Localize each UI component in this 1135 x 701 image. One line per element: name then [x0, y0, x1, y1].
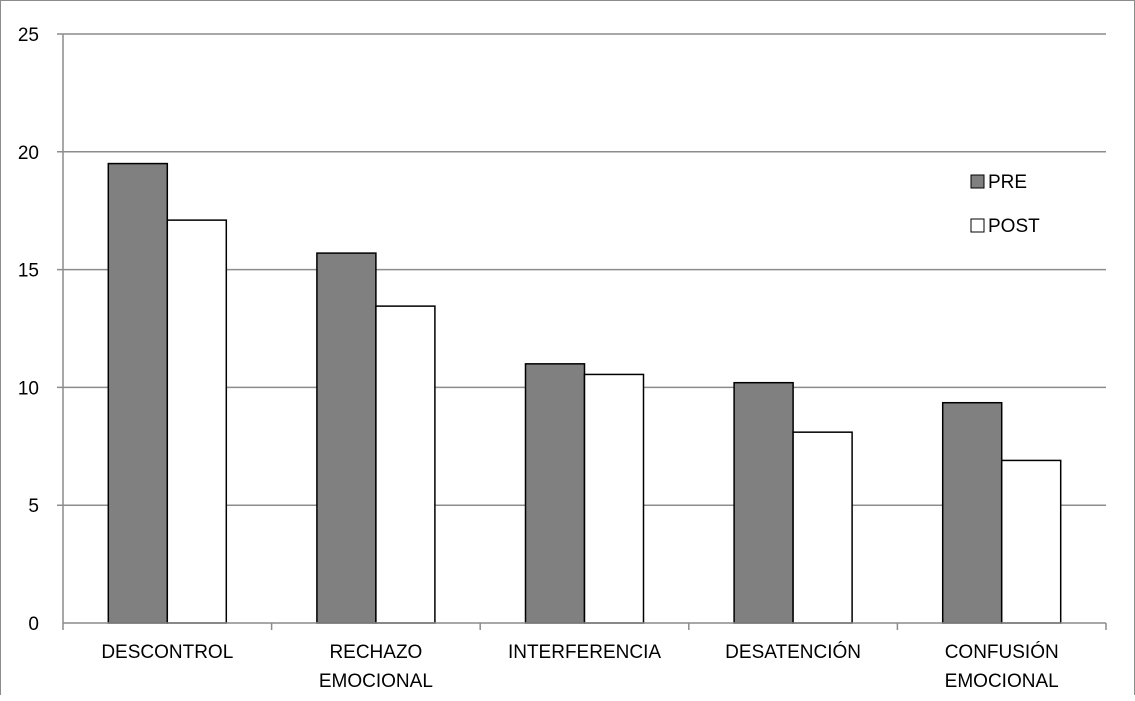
bar-post: [166, 219, 228, 624]
legend-swatch-post: [970, 218, 985, 233]
x-axis: [62, 34, 1107, 630]
x-tick-label: EMOCIONAL: [319, 671, 433, 692]
y-tick-label: 10: [18, 378, 39, 399]
y-axis-tick-labels: 0 5 10 15 20 25: [18, 25, 39, 635]
x-tick-label: RECHAZO: [329, 642, 422, 663]
bar-pre: [107, 162, 169, 624]
y-tick-label: 5: [28, 496, 39, 517]
legend-swatch-pre: [970, 174, 985, 189]
bar-pre: [733, 381, 794, 624]
x-tick-label: EMOCIONAL: [945, 671, 1059, 692]
y-tick-label: 0: [28, 614, 39, 635]
legend-label: PRE: [988, 172, 1027, 193]
x-axis-tick-labels: DESCONTROL RECHAZO EMOCIONAL INTERFERENCIA D…: [101, 641, 1058, 692]
bar-post: [375, 305, 436, 624]
y-tick-label: 20: [18, 143, 39, 164]
legend-label: POST: [988, 216, 1040, 237]
bar-post: [1000, 459, 1062, 624]
x-tick-label: CONFUSIÓN: [945, 641, 1059, 663]
bar-post: [583, 373, 645, 624]
x-tick-label: INTERFERENCIA: [508, 642, 661, 663]
y-tick-label: 25: [18, 25, 39, 46]
bar-pre: [524, 363, 586, 624]
legend: PRE POST: [970, 172, 1040, 237]
bars: [107, 162, 1062, 624]
bar-post: [792, 431, 853, 624]
bar-pre: [941, 401, 1003, 624]
bar-pre: [316, 252, 377, 624]
x-tick-label: DESATENCIÓN: [725, 641, 861, 663]
y-tick-label: 15: [18, 261, 39, 282]
x-tick-label: DESCONTROL: [101, 642, 233, 663]
gridlines: [57, 33, 1106, 506]
